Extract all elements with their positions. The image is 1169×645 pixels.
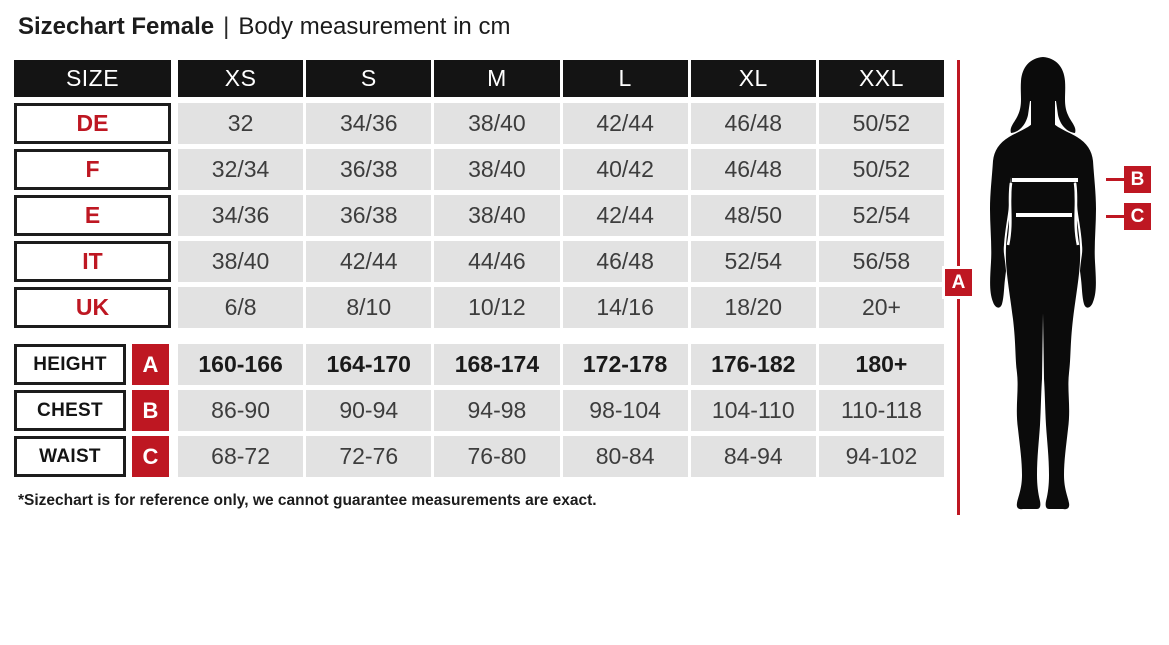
table-cell: 84-94 [690, 436, 816, 477]
footnote-text: *Sizechart is for reference only, we can… [18, 492, 597, 509]
table-cell: 36/38 [306, 149, 432, 190]
table-cell: 42/44 [306, 241, 432, 282]
table-cell: 32/34 [178, 149, 304, 190]
table-cell: 90-94 [306, 390, 432, 431]
table-cell: 36/38 [306, 195, 432, 236]
row-label-box: E [14, 195, 171, 236]
header-xxl: XXL [818, 60, 945, 97]
page-title: Sizechart Female | Body measurement in cm [18, 13, 510, 41]
table-cell: 50/52 [818, 149, 945, 190]
header-xl: XL [690, 60, 816, 97]
table-cell: 94-98 [434, 390, 560, 431]
table-cell: 42/44 [562, 103, 688, 144]
chest-marker-tick [1106, 178, 1124, 181]
header-s: S [306, 60, 432, 97]
measurement-figure: A B C [940, 50, 1169, 530]
figure-marker-c: C [1124, 203, 1151, 230]
table-cell: 38/40 [434, 149, 560, 190]
table-cell: 10/12 [434, 287, 560, 328]
figure-marker-a: A [942, 266, 975, 299]
marker-b-badge: B [132, 390, 169, 431]
size-table: SIZE XS S M L XL XXL DE 32 34/36 38/40 4… [14, 60, 945, 482]
table-cell: 46/48 [690, 103, 816, 144]
table-cell: 80-84 [562, 436, 688, 477]
marker-c-badge: C [132, 436, 169, 477]
table-cell: 98-104 [562, 390, 688, 431]
table-cell: 56/58 [818, 241, 945, 282]
table-row-waist: WAIST C 68-72 72-76 76-80 80-84 84-94 94… [14, 436, 945, 477]
table-cell: 8/10 [306, 287, 432, 328]
header-l: L [562, 60, 688, 97]
header-m: M [434, 60, 560, 97]
table-cell: 180+ [818, 344, 945, 385]
table-cell: 38/40 [434, 103, 560, 144]
table-row-chest: CHEST B 86-90 90-94 94-98 98-104 104-110… [14, 390, 945, 431]
title-main: Sizechart Female [18, 13, 215, 40]
table-cell: 176-182 [690, 344, 816, 385]
table-header-row: SIZE XS S M L XL XXL [14, 60, 945, 97]
table-cell: 44/46 [434, 241, 560, 282]
table-cell: 164-170 [306, 344, 432, 385]
table-cell: 20+ [818, 287, 945, 328]
table-cell: 76-80 [434, 436, 560, 477]
row-label-box: UK [14, 287, 171, 328]
table-cell: 52/54 [690, 241, 816, 282]
table-cell: 52/54 [818, 195, 945, 236]
table-cell: 104-110 [690, 390, 816, 431]
row-label-it: IT [14, 241, 171, 282]
table-cell: 50/52 [818, 103, 945, 144]
table-cell: 160-166 [178, 344, 304, 385]
table-row-f: F 32/34 36/38 38/40 40/42 46/48 50/52 [14, 149, 945, 190]
table-cell: 38/40 [178, 241, 304, 282]
row-label-de: DE [14, 103, 171, 144]
table-cell: 110-118 [818, 390, 945, 431]
marker-a-badge: A [132, 344, 169, 385]
table-cell: 42/44 [562, 195, 688, 236]
table-cell: 86-90 [178, 390, 304, 431]
row-label-uk: UK [14, 287, 171, 328]
row-label-e: E [14, 195, 171, 236]
row-label-height: HEIGHT A [14, 344, 171, 385]
table-cell: 38/40 [434, 195, 560, 236]
title-subtitle: Body measurement in cm [238, 13, 511, 40]
row-label-f: F [14, 149, 171, 190]
row-label-box: CHEST [14, 390, 126, 431]
header-size: SIZE [14, 60, 171, 97]
table-cell: 32 [178, 103, 304, 144]
row-label-box: WAIST [14, 436, 126, 477]
table-row-de: DE 32 34/36 38/40 42/44 46/48 50/52 [14, 103, 945, 144]
table-cell: 168-174 [434, 344, 560, 385]
table-cell: 94-102 [818, 436, 945, 477]
table-cell: 48/50 [690, 195, 816, 236]
row-label-waist: WAIST C [14, 436, 171, 477]
row-label-chest: CHEST B [14, 390, 171, 431]
table-cell: 72-76 [306, 436, 432, 477]
waist-marker-tick [1106, 215, 1124, 218]
title-separator: | [223, 13, 230, 40]
table-cell: 14/16 [562, 287, 688, 328]
figure-marker-b: B [1124, 166, 1151, 193]
row-label-box: HEIGHT [14, 344, 126, 385]
row-label-box: IT [14, 241, 171, 282]
table-row-height: HEIGHT A 160-166 164-170 168-174 172-178… [14, 344, 945, 385]
female-body-silhouette-icon [990, 57, 1096, 510]
row-label-box: F [14, 149, 171, 190]
header-xs: XS [178, 60, 304, 97]
table-cell: 46/48 [562, 241, 688, 282]
table-row-uk: UK 6/8 8/10 10/12 14/16 18/20 20+ [14, 287, 945, 328]
row-label-box: DE [14, 103, 171, 144]
table-cell: 68-72 [178, 436, 304, 477]
table-cell: 172-178 [562, 344, 688, 385]
table-row-e: E 34/36 36/38 38/40 42/44 48/50 52/54 [14, 195, 945, 236]
table-cell: 18/20 [690, 287, 816, 328]
table-cell: 6/8 [178, 287, 304, 328]
table-cell: 34/36 [306, 103, 432, 144]
table-cell: 40/42 [562, 149, 688, 190]
table-cell: 34/36 [178, 195, 304, 236]
table-row-it: IT 38/40 42/44 44/46 46/48 52/54 56/58 [14, 241, 945, 282]
table-cell: 46/48 [690, 149, 816, 190]
